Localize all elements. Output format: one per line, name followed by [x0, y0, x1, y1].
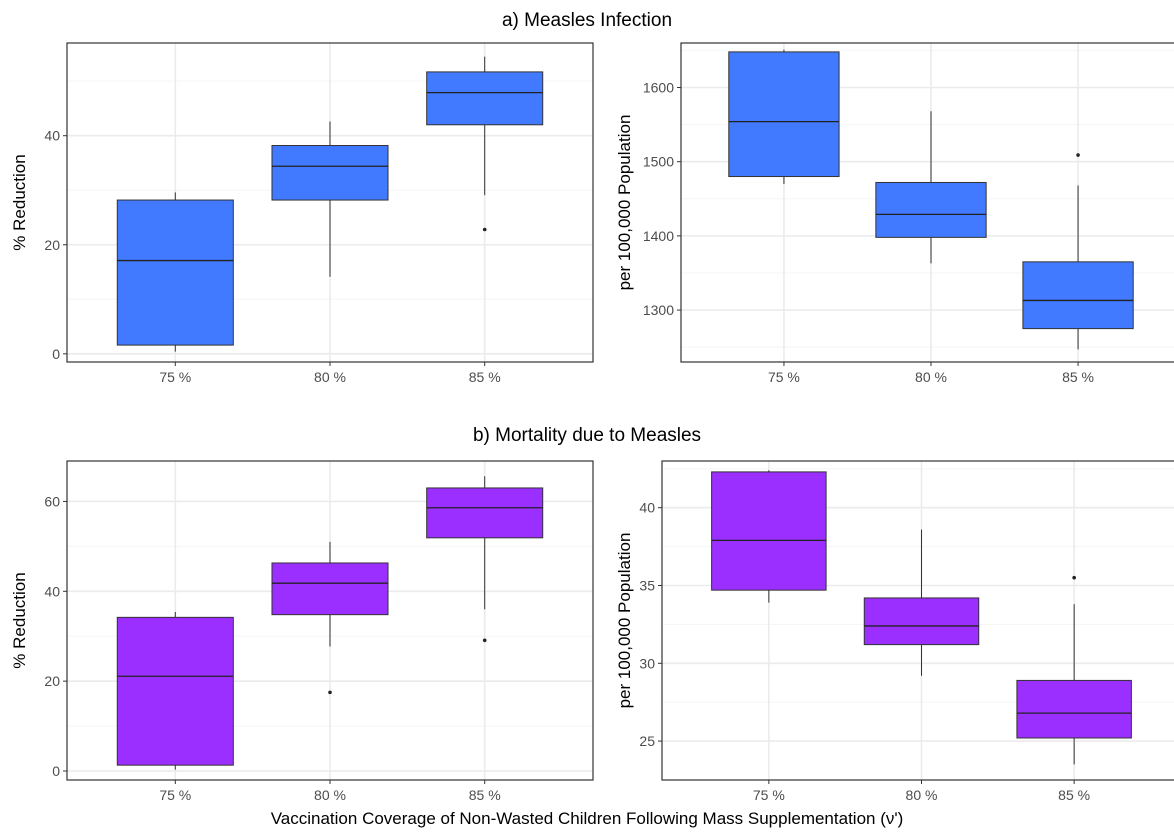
y-tick-label: 0 — [52, 763, 60, 779]
box-body — [728, 51, 840, 178]
box-1 — [711, 470, 827, 603]
box-3 — [1022, 153, 1134, 350]
x-tick-label: 75 % — [159, 369, 191, 385]
box-3 — [426, 476, 544, 643]
y-axis-label: % Reduction — [10, 572, 29, 668]
outlier-point — [328, 690, 332, 695]
x-tick-label: 75 % — [753, 787, 785, 803]
y-tick-label: 1400 — [643, 228, 674, 244]
box-1 — [728, 49, 840, 184]
y-tick-label: 0 — [52, 346, 60, 362]
y-tick-label: 35 — [639, 577, 655, 593]
box-3 — [1016, 575, 1132, 765]
y-tick-label: 60 — [44, 493, 60, 509]
y-tick-label: 1600 — [643, 80, 674, 96]
box-marks — [116, 476, 544, 770]
box-body — [116, 199, 234, 346]
panels: 0 20 40 75 % 80 % 85 % % Reduction 1300 1400 1500… — [10, 42, 1174, 803]
box-2 — [271, 121, 389, 277]
box-body — [1022, 261, 1134, 330]
x-tick-label: 80 % — [314, 369, 346, 385]
box-body — [1016, 679, 1132, 739]
panel-border — [66, 42, 594, 363]
box-body — [426, 487, 544, 539]
box-body — [711, 471, 827, 591]
panel-2: 1300 1400 1500 1600 75 % 80 % 85 % per 100,000 … — [615, 42, 1174, 385]
y-tick-label: 40 — [44, 128, 60, 144]
outlier-point — [482, 638, 487, 643]
y-tick-label: 25 — [639, 733, 655, 749]
y-tick-label: 20 — [44, 673, 60, 689]
x-tick-label: 75 % — [768, 369, 800, 385]
x-tick-label: 85 % — [1058, 787, 1090, 803]
y-tick-label: 40 — [44, 583, 60, 599]
box-body — [426, 71, 544, 126]
box-body — [271, 145, 389, 201]
y-tick-label: 1300 — [643, 302, 674, 318]
outlier-point — [482, 227, 487, 232]
y-axis-label: per 100,000 Population — [615, 115, 634, 291]
panel-border — [680, 42, 1174, 363]
x-tick-label: 85 % — [1062, 369, 1094, 385]
box-body — [863, 597, 980, 646]
outlier-point — [1076, 153, 1080, 157]
y-tick-label: 30 — [639, 655, 655, 671]
section-title-a: a) Measles Infection — [502, 10, 672, 31]
panel-4: 25 30 35 40 75 % 80 % 85 % per 100,000 Populati… — [615, 460, 1174, 803]
box-2 — [875, 111, 987, 264]
box-1 — [116, 611, 234, 770]
box-body — [116, 616, 234, 766]
box-marks — [728, 49, 1134, 350]
y-axis-label: per 100,000 Population — [615, 533, 634, 709]
y-tick-label: 40 — [639, 500, 655, 516]
box-3 — [426, 56, 544, 232]
x-tick-label: 85 % — [469, 369, 501, 385]
box-marks — [116, 56, 544, 352]
panel-border — [66, 460, 594, 781]
x-tick-label: 80 % — [915, 369, 947, 385]
panel-1: 0 20 40 75 % 80 % 85 % % Reduction — [10, 42, 594, 385]
x-tick-label: 80 % — [906, 787, 938, 803]
box-2 — [863, 529, 980, 676]
panel-3: 0 20 40 60 75 % 80 % 85 % % Reduction — [10, 460, 594, 803]
panel-border — [661, 460, 1174, 781]
y-tick-label: 1500 — [643, 154, 674, 170]
y-tick-label: 20 — [44, 237, 60, 253]
box-1 — [116, 192, 234, 352]
x-tick-label: 75 % — [159, 787, 191, 803]
x-tick-label: 85 % — [469, 787, 501, 803]
outlier-point — [1072, 575, 1076, 580]
box-marks — [711, 470, 1132, 765]
section-title-b: b) Mortality due to Measles — [473, 425, 701, 446]
box-body — [271, 562, 389, 616]
box-2 — [271, 541, 389, 695]
x-tick-label: 80 % — [314, 787, 346, 803]
box-body — [875, 181, 987, 238]
x-axis-label: Vaccination Coverage of Non-Wasted Child… — [271, 809, 904, 828]
y-axis-label: % Reduction — [10, 154, 29, 250]
